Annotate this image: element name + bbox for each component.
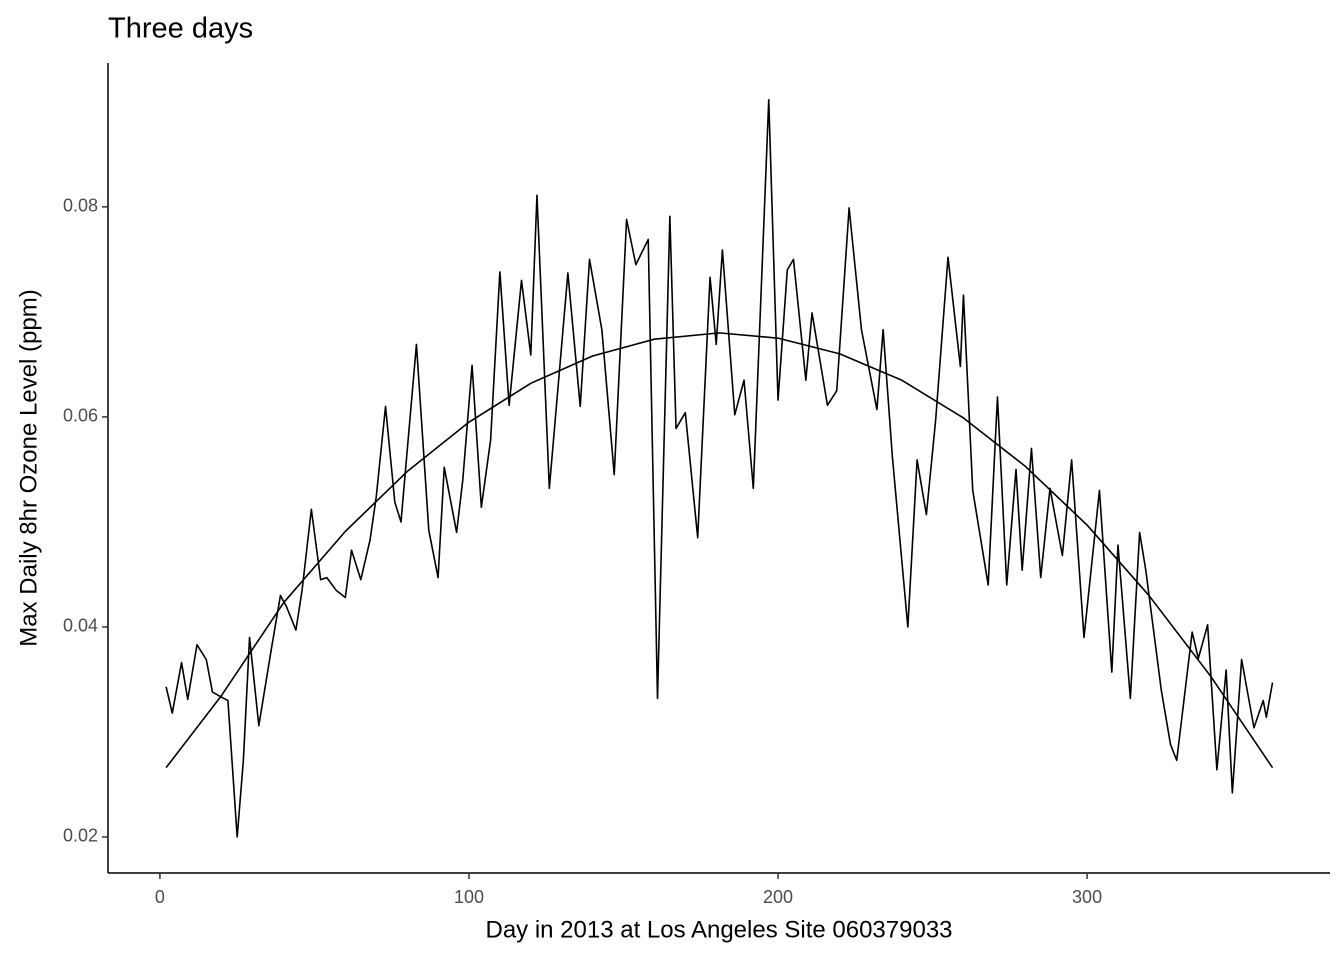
y-axis-title: Max Daily 8hr Ozone Level (ppm) [15,289,42,646]
y-tick-label: 0.04 [63,616,98,636]
x-axis-title: Day in 2013 at Los Angeles Site 06037903… [485,916,952,943]
x-tick-label: 0 [155,887,165,907]
y-tick-label: 0.08 [63,196,98,216]
line-series [165,332,1274,769]
x-tick-label: 300 [1072,887,1102,907]
y-tick-label: 0.06 [63,406,98,426]
chart-title: Three days [108,13,253,45]
line-series [165,98,1274,838]
x-tick-label: 100 [454,887,484,907]
y-tick-label: 0.02 [63,826,98,846]
x-tick-label: 200 [763,887,793,907]
